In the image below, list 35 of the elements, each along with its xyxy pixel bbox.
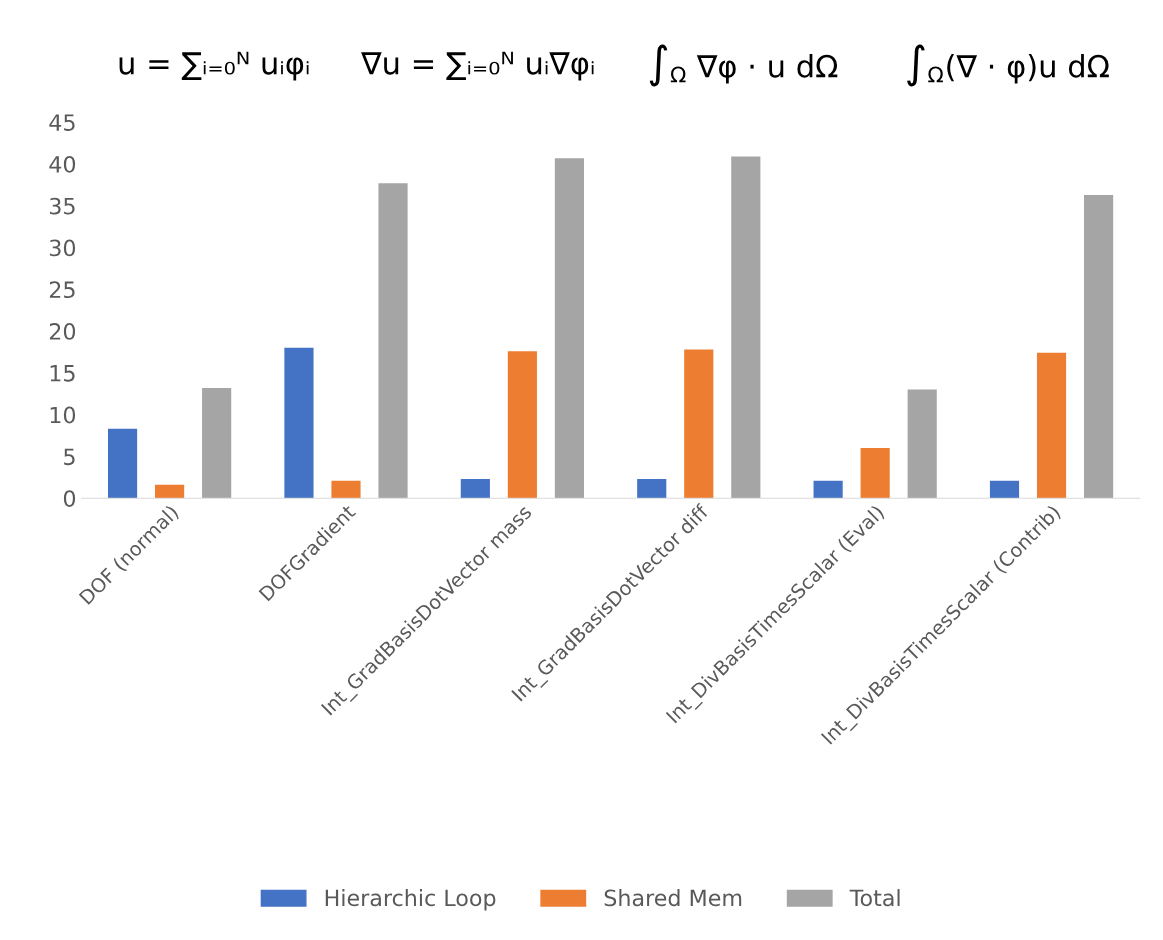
bar <box>155 484 185 499</box>
bar <box>202 387 232 499</box>
bar <box>860 448 890 499</box>
y-tick-label: 5 <box>64 448 75 466</box>
y-tick-label: 45 <box>49 114 75 131</box>
y-tick-label: 25 <box>49 281 75 299</box>
text: u = ∑ᵢ₌₀ᴺ uᵢφᵢ <box>119 51 309 81</box>
bar <box>989 480 1020 499</box>
bar <box>1084 194 1114 499</box>
text: ∫$_{Ω}$ ∇φ · u dΩ <box>649 44 838 87</box>
y-tick-label: 15 <box>50 365 75 382</box>
legend-label: Hierarchic Loop <box>325 889 496 911</box>
bar <box>107 428 138 499</box>
y-tick-label: 0 <box>63 490 76 507</box>
bar <box>637 478 667 499</box>
bar <box>460 478 490 499</box>
bar <box>813 480 843 499</box>
bar <box>1036 352 1067 499</box>
text: ∇u = ∑ᵢ₌₀ᴺ uᵢ∇φᵢ <box>361 51 594 81</box>
bar <box>731 156 761 499</box>
bar <box>684 349 714 499</box>
bar <box>284 347 314 499</box>
text: ∫$_{Ω}$(∇ · φ)u dΩ <box>907 44 1109 87</box>
bar <box>907 389 937 499</box>
legend-label: Total <box>849 889 900 907</box>
y-tick-label: 30 <box>49 239 76 257</box>
y-tick-label: 35 <box>49 197 75 215</box>
y-tick-label: 10 <box>50 406 76 424</box>
bar <box>378 183 408 499</box>
y-tick-label: 40 <box>49 155 76 173</box>
bar <box>331 480 361 499</box>
legend-label: Shared Mem <box>604 889 742 907</box>
bar <box>554 158 584 499</box>
y-tick-label: 20 <box>49 323 76 340</box>
bar <box>507 351 537 499</box>
